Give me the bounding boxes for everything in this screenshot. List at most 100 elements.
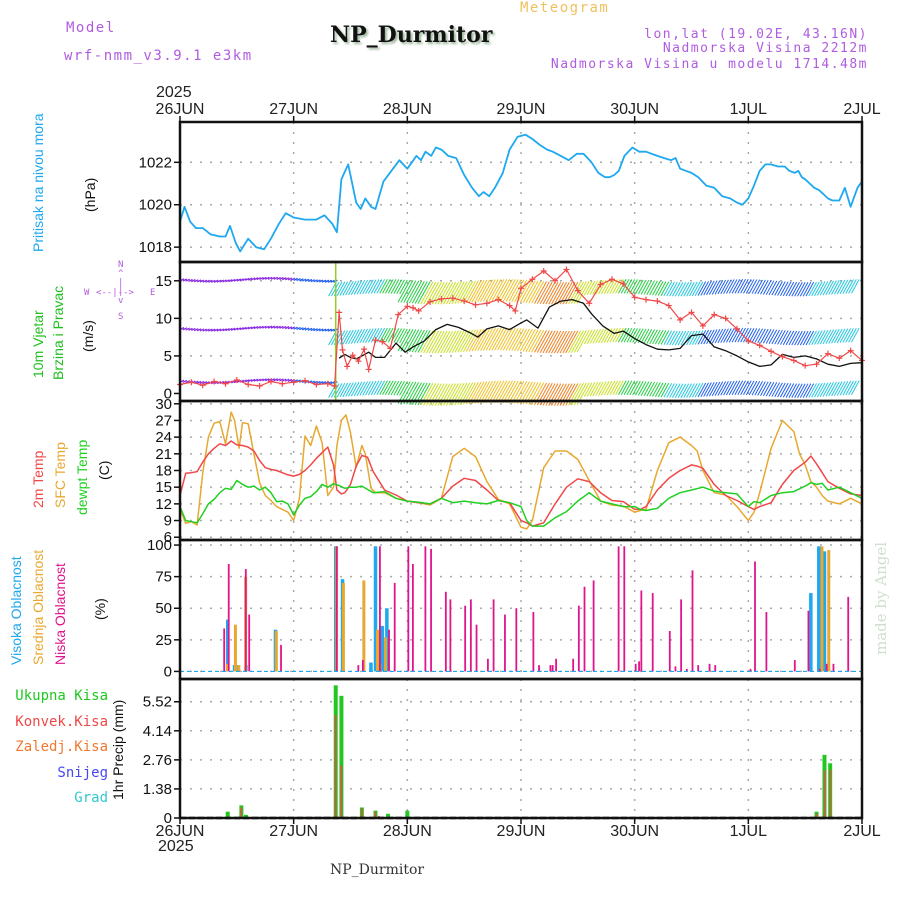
wind-barb — [284, 378, 290, 382]
wind-barb — [465, 329, 479, 352]
wind-barb — [228, 327, 233, 332]
wind-barb — [646, 280, 655, 295]
wind-barb — [474, 279, 488, 303]
wind-barb — [448, 281, 462, 305]
wind-gust-marker — [387, 345, 394, 352]
temp2m-line — [179, 440, 863, 527]
wind-barb — [848, 328, 857, 343]
cloud-bar — [248, 614, 251, 672]
wind-gust-marker — [344, 363, 351, 370]
wind-barb — [657, 281, 667, 296]
cloud-bar — [807, 610, 810, 672]
wind-barb — [808, 383, 817, 398]
wind-barb — [717, 381, 727, 396]
wind-barb — [725, 380, 735, 396]
wind-barb — [205, 328, 210, 332]
cloud-bar — [680, 599, 683, 672]
wind-barb — [782, 281, 792, 297]
wind-barb — [230, 327, 236, 331]
wind-barb — [536, 330, 550, 353]
wind-barb — [568, 330, 582, 353]
wind-barb — [342, 281, 351, 296]
wind-barb — [502, 328, 516, 351]
wind-barb — [542, 330, 556, 354]
wind-barb — [379, 380, 388, 395]
wind-barb — [777, 330, 786, 345]
wind-barb — [751, 328, 761, 343]
wind-barb — [350, 381, 360, 397]
x-tick-label-bottom: 29JUN — [497, 823, 546, 840]
wind-barb — [259, 325, 264, 329]
cloud-bar — [227, 564, 230, 672]
wind-barb — [316, 380, 321, 384]
wind-barb — [499, 380, 513, 404]
wind-barb — [304, 327, 310, 331]
wind-barb — [606, 328, 616, 343]
cloud-bar — [393, 582, 396, 672]
wind-barb — [720, 328, 729, 343]
wind-barb — [612, 380, 621, 396]
wind-barb — [434, 330, 448, 354]
year-top: 2025 — [156, 84, 192, 101]
wind-barb — [609, 380, 619, 396]
y-tick-label: 50 — [155, 600, 172, 617]
wind-gust-marker — [339, 346, 346, 353]
precip-legend: Ukupna Kisa Konvek.Kisa Zaledj.Kisa Snij… — [0, 684, 108, 812]
wind-barb — [836, 328, 846, 344]
wind-barb — [491, 327, 505, 351]
wind-barb — [379, 279, 388, 294]
wind-barb — [680, 383, 690, 398]
y-tick-label: 25 — [155, 632, 172, 649]
wind-barb — [717, 328, 727, 344]
wind-barb — [794, 383, 803, 398]
wind-barb — [403, 280, 417, 303]
wind-barb — [494, 380, 508, 403]
y-tick-label: 9 — [164, 513, 172, 530]
wind-barb — [663, 383, 673, 398]
y-tick-label: 0 — [164, 663, 172, 680]
wind-barb — [618, 279, 627, 294]
wind-barb — [788, 383, 798, 398]
x-tick-label-bottom: 30JUN — [610, 823, 659, 840]
wind-gust-marker — [302, 377, 309, 384]
wind-barb — [629, 279, 638, 294]
wind-barb — [213, 279, 219, 283]
cloud-bar — [708, 663, 711, 672]
wind-barb — [842, 279, 852, 294]
cloud-bar — [475, 624, 478, 672]
compass-arrows-vertical: ^ | | v — [118, 269, 124, 306]
wind-barb — [683, 383, 692, 398]
y-tick-label: 1022 — [139, 154, 172, 171]
compass-legend: N ^ | | v W <--|--> E S — [82, 260, 162, 324]
wind-barb — [502, 380, 516, 404]
wind-barb — [728, 279, 738, 294]
wind-barb — [700, 382, 709, 398]
wind-barb — [210, 328, 216, 332]
wind-barb — [196, 380, 202, 384]
wind-barb — [822, 329, 832, 345]
wind-barb — [791, 383, 800, 398]
cloud-bar — [817, 546, 821, 672]
wind-barb — [284, 277, 290, 281]
wind-barb — [794, 282, 803, 297]
wind-barb — [606, 380, 616, 396]
wind-barb — [465, 280, 479, 303]
y-tick-label: 2.76 — [143, 752, 172, 769]
cloud-bar — [583, 586, 586, 672]
wind-barb — [586, 280, 596, 296]
wind-barb — [282, 378, 287, 382]
wind-barb — [505, 328, 519, 351]
wind-barb — [615, 327, 624, 343]
wind-barb — [680, 282, 690, 297]
wind-barb — [551, 282, 565, 305]
wind-barb — [833, 279, 843, 295]
cloud-bar — [464, 605, 467, 672]
wind-barb — [592, 381, 602, 397]
wind-barb — [462, 329, 476, 353]
wind-barb — [697, 281, 707, 296]
x-tick-label-bottom: 1JUL — [730, 823, 767, 840]
wind-barb — [382, 279, 391, 294]
wind-barb — [794, 330, 803, 346]
wind-barb — [760, 381, 769, 396]
